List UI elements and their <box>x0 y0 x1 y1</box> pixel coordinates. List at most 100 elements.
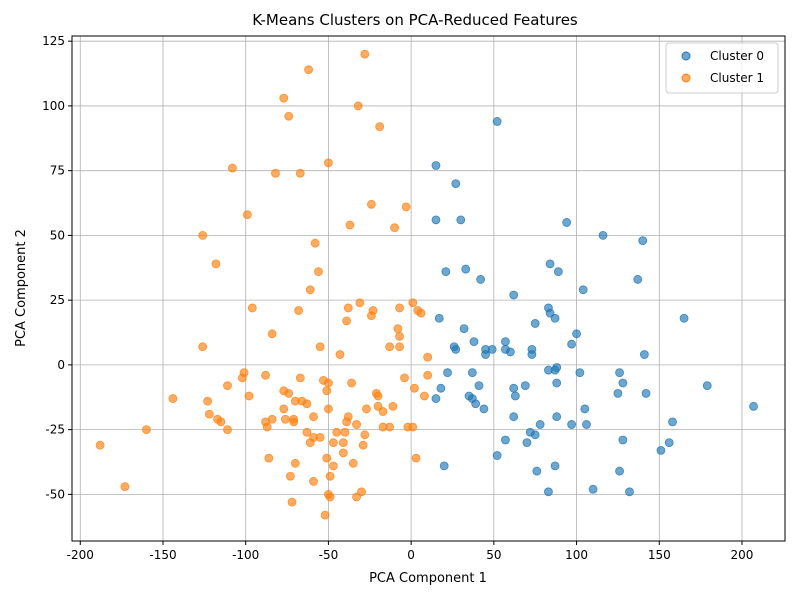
data-point-cluster-0 <box>431 394 441 403</box>
data-point-cluster-1 <box>223 381 232 391</box>
data-point-cluster-1 <box>320 510 330 520</box>
data-point-cluster-0 <box>633 275 643 284</box>
data-point-cluster-0 <box>436 383 446 393</box>
data-point-cluster-0 <box>550 461 560 471</box>
data-point-cluster-1 <box>411 453 421 463</box>
data-point-cluster-0 <box>476 275 486 284</box>
data-point-cluster-0 <box>638 236 648 245</box>
data-point-cluster-1 <box>348 458 358 468</box>
data-point-cluster-0 <box>702 381 712 391</box>
legend: Cluster 0 Cluster 1 <box>665 42 779 94</box>
data-point-cluster-1 <box>353 101 363 111</box>
data-point-cluster-1 <box>285 471 295 481</box>
data-point-cluster-1 <box>332 427 342 437</box>
x-tick-label: 100 <box>565 548 588 562</box>
y-tick-label: -50 <box>45 487 65 501</box>
data-point-cluster-0 <box>474 381 484 391</box>
data-point-cluster-0 <box>544 487 553 497</box>
data-point-cluster-1 <box>325 471 335 481</box>
plot-area <box>72 36 785 541</box>
data-point-cluster-0 <box>451 179 461 189</box>
data-point-cluster-1 <box>423 370 433 380</box>
data-point-cluster-1 <box>244 391 254 401</box>
data-point-cluster-1 <box>315 342 325 352</box>
data-point-cluster-1 <box>378 422 388 432</box>
data-point-cluster-1 <box>287 497 297 507</box>
x-tick-label: -100 <box>232 548 259 562</box>
data-point-cluster-0 <box>567 420 576 429</box>
data-point-cluster-0 <box>509 383 519 393</box>
data-point-cluster-1 <box>352 420 361 429</box>
data-point-cluster-1 <box>400 373 409 383</box>
data-point-cluster-1 <box>395 303 404 313</box>
data-point-cluster-1 <box>309 412 318 422</box>
data-point-cluster-0 <box>578 285 588 295</box>
data-point-cluster-1 <box>375 122 385 132</box>
data-point-cluster-1 <box>302 399 312 409</box>
data-point-cluster-0 <box>618 435 628 445</box>
data-point-cluster-0 <box>580 404 590 414</box>
data-point-cluster-0 <box>434 313 444 323</box>
data-point-cluster-0 <box>639 350 649 359</box>
y-tick-label: 50 <box>50 228 65 242</box>
data-point-cluster-1 <box>416 308 426 318</box>
series-cluster-1 <box>95 49 433 520</box>
data-point-cluster-0 <box>509 412 519 422</box>
data-point-cluster-1 <box>309 477 318 486</box>
data-point-cluster-1 <box>204 409 214 419</box>
data-point-cluster-1 <box>267 329 277 339</box>
data-point-cluster-1 <box>408 422 418 432</box>
y-tick-label: 25 <box>50 293 65 307</box>
data-point-cluster-0 <box>431 215 441 225</box>
data-point-cluster-1 <box>289 417 299 427</box>
data-point-cluster-1 <box>305 438 315 447</box>
data-point-cluster-1 <box>198 231 208 240</box>
data-point-cluster-0 <box>749 401 758 411</box>
data-point-cluster-1 <box>279 404 289 414</box>
data-point-cluster-1 <box>338 448 348 458</box>
data-point-cluster-0 <box>553 267 563 277</box>
data-point-cluster-0 <box>664 438 674 447</box>
data-point-cluster-0 <box>545 259 555 269</box>
data-point-cluster-0 <box>562 218 572 227</box>
legend-frame <box>665 42 779 94</box>
y-tick-label: 75 <box>50 164 65 178</box>
data-point-cluster-1 <box>325 492 335 502</box>
data-point-cluster-0 <box>582 420 591 429</box>
data-point-cluster-1 <box>410 383 419 393</box>
data-point-cluster-1 <box>314 267 323 277</box>
data-point-cluster-0 <box>487 344 497 354</box>
data-point-cluster-1 <box>216 417 226 427</box>
data-point-cluster-1 <box>352 492 361 502</box>
data-point-cluster-0 <box>479 404 489 414</box>
data-point-cluster-1 <box>305 285 315 295</box>
data-point-cluster-0 <box>461 264 471 274</box>
data-point-cluster-0 <box>527 350 537 359</box>
data-point-cluster-1 <box>120 482 130 492</box>
data-point-cluster-0 <box>471 399 481 409</box>
data-point-cluster-1 <box>242 210 252 220</box>
legend-label-cluster-1: Cluster 1 <box>710 71 764 85</box>
data-point-cluster-1 <box>295 373 305 383</box>
data-point-cluster-0 <box>431 161 441 170</box>
data-point-cluster-0 <box>625 487 634 497</box>
data-point-cluster-1 <box>367 199 376 209</box>
data-point-cluster-1 <box>279 93 289 103</box>
data-point-cluster-0 <box>441 267 451 277</box>
data-point-cluster-0 <box>530 319 540 328</box>
plot-frame <box>71 35 786 542</box>
data-point-cluster-1 <box>408 298 418 308</box>
y-tick-label: 125 <box>42 34 65 48</box>
data-point-cluster-1 <box>290 458 300 468</box>
x-tick-label: 200 <box>731 548 754 562</box>
data-point-cluster-0 <box>575 368 585 378</box>
data-point-cluster-1 <box>340 427 350 437</box>
data-point-cluster-0 <box>456 215 466 225</box>
data-point-cluster-0 <box>588 484 598 494</box>
ticks-layer: -200 -150 -100 -50 0 50 100 150 200 -50 -25 0 25 50 75… <box>42 34 753 562</box>
data-point-cluster-0 <box>550 313 560 323</box>
data-point-cluster-0 <box>598 231 608 240</box>
chart-title: K-Means Clusters on PCA-Reduced Features <box>252 11 578 29</box>
data-point-cluster-0 <box>467 368 477 378</box>
data-point-cluster-1 <box>328 461 338 471</box>
